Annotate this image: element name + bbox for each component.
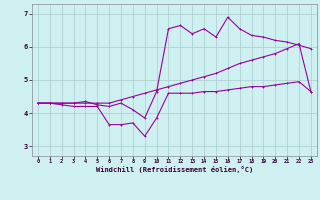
X-axis label: Windchill (Refroidissement éolien,°C): Windchill (Refroidissement éolien,°C) [96,166,253,173]
